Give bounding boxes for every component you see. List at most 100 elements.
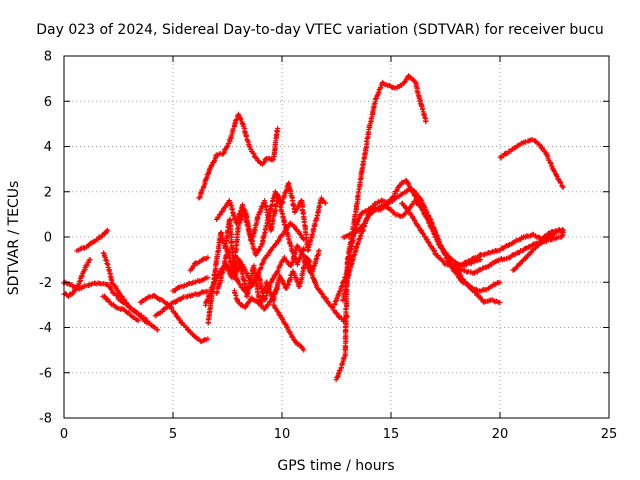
data-point [553, 229, 559, 235]
data-point [298, 232, 304, 238]
series-arc-16 [231, 284, 281, 312]
y-axis-label: SDTVAR / TECUs [6, 181, 22, 296]
data-point [522, 139, 528, 145]
data-point [236, 258, 243, 264]
data-point [218, 229, 224, 236]
series-arc-09 [187, 254, 211, 274]
series-arc-26 [497, 137, 566, 190]
data-point [66, 292, 73, 298]
data-point [343, 233, 349, 240]
data-point [152, 324, 158, 330]
data-point [87, 257, 93, 263]
data-point [212, 156, 218, 162]
series-arc-04 [100, 250, 150, 326]
data-point [420, 106, 426, 113]
series-arc-13 [214, 180, 329, 258]
data-point [245, 226, 251, 232]
data-point [104, 228, 110, 234]
data-point [338, 364, 344, 371]
data-point [472, 255, 478, 261]
data-point [268, 203, 274, 209]
data-point [374, 92, 380, 98]
data-point [222, 255, 228, 262]
data-point [560, 184, 566, 190]
data-point [222, 258, 228, 264]
data-point [279, 232, 285, 238]
data-point [526, 252, 532, 258]
data-point [560, 232, 566, 238]
data-point [354, 219, 361, 225]
series-arc-06 [137, 292, 211, 345]
data-point [232, 273, 238, 279]
data-point [241, 281, 248, 288]
data-point [429, 224, 435, 230]
data-point [263, 223, 269, 229]
data-point [396, 83, 402, 90]
series-arc-25 [510, 226, 566, 273]
data-point [237, 116, 243, 122]
data-point [249, 296, 255, 302]
data-point [228, 202, 234, 208]
data-point [246, 280, 253, 287]
data-point [477, 257, 483, 263]
data-point [431, 228, 437, 234]
series-arc-05 [100, 293, 141, 324]
data-point [379, 197, 385, 203]
y-tick-label: 6 [44, 95, 52, 110]
data-point [230, 210, 236, 216]
data-point [349, 241, 355, 247]
x-tick-label: 5 [169, 427, 177, 442]
data-point [339, 361, 345, 367]
axis-ticks: 0 5 10 15 20 25 -8 -6 -4 -2 0 2 4 6 8 [39, 50, 617, 443]
x-tick-label: 15 [383, 427, 400, 442]
data-point [282, 320, 288, 327]
x-tick-label: 25 [601, 427, 618, 442]
series-arc-15 [214, 246, 322, 307]
data-point [336, 291, 342, 297]
data-point [275, 284, 281, 290]
data-point [536, 241, 542, 247]
data-point [301, 245, 307, 251]
data-point [426, 217, 432, 223]
data-point [64, 280, 70, 286]
data-point [316, 247, 322, 254]
series-arc-08 [170, 275, 211, 294]
data-point [234, 278, 241, 284]
data-markers [61, 73, 566, 383]
data-point [216, 280, 222, 287]
series-arc-02 [61, 257, 93, 300]
data-point [284, 324, 290, 330]
data-point [266, 286, 272, 293]
series-arc-07 [152, 288, 211, 319]
data-point [78, 246, 84, 252]
data-point [261, 159, 268, 165]
data-point [272, 208, 278, 215]
data-point [301, 347, 307, 353]
data-point [84, 262, 90, 268]
x-tick-label: 20 [492, 427, 509, 442]
data-point [177, 317, 183, 323]
data-point [301, 219, 307, 225]
data-point [155, 327, 161, 333]
data-point [278, 208, 284, 214]
data-point [313, 216, 319, 222]
data-point [416, 201, 422, 208]
data-point [360, 158, 367, 164]
x-axis-label: GPS time / hours [277, 458, 394, 474]
data-point [205, 254, 211, 260]
data-point [481, 252, 487, 258]
data-point [559, 226, 565, 233]
data-point [256, 300, 262, 306]
data-point [264, 218, 270, 224]
data-point [423, 119, 429, 125]
data-point [313, 256, 319, 262]
data-point [427, 221, 433, 227]
data-point [107, 273, 113, 279]
data-point [542, 149, 548, 155]
data-point [291, 254, 297, 260]
data-point [290, 202, 296, 209]
data-point [201, 337, 207, 343]
data-point [205, 336, 211, 342]
